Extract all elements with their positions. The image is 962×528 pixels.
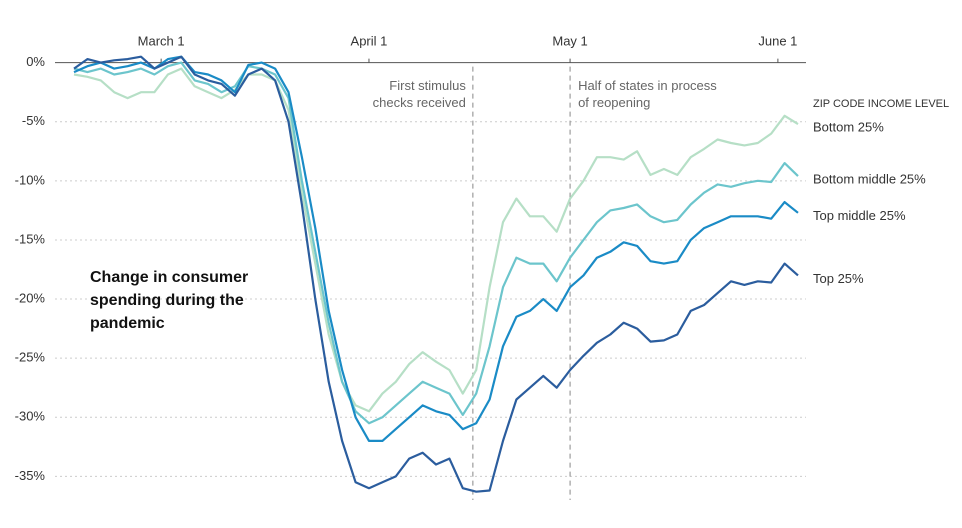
y-tick-label: -25% (15, 350, 46, 365)
y-tick-label: -5% (22, 113, 46, 128)
x-tick-label: May 1 (552, 33, 587, 48)
series-line (73, 67, 799, 413)
annotation-text: Half of states in process of reopening (578, 78, 717, 110)
legend-label: Bottom 25% (813, 120, 884, 135)
y-tick-label: -15% (15, 231, 46, 246)
series-line (73, 61, 799, 425)
y-tick-label: -20% (15, 290, 46, 305)
chart-title: Change in consumer spending during the p… (90, 269, 249, 332)
legend-label: Bottom middle 25% (813, 172, 926, 187)
y-tick-label: -10% (15, 172, 46, 187)
legend-label: Top middle 25% (813, 208, 906, 223)
x-tick-label: June 1 (758, 33, 797, 48)
annotation-text: First stimulus checks received (372, 78, 466, 110)
x-tick-label: April 1 (351, 33, 388, 48)
series-line (73, 55, 799, 493)
series-line (73, 55, 799, 442)
y-tick-label: -30% (15, 409, 46, 424)
y-tick-label: 0% (26, 54, 45, 69)
y-tick-label: -35% (15, 468, 46, 483)
legend-title: ZIP CODE INCOME LEVEL (813, 98, 949, 110)
legend-label: Top 25% (813, 271, 864, 286)
x-tick-label: March 1 (138, 33, 185, 48)
